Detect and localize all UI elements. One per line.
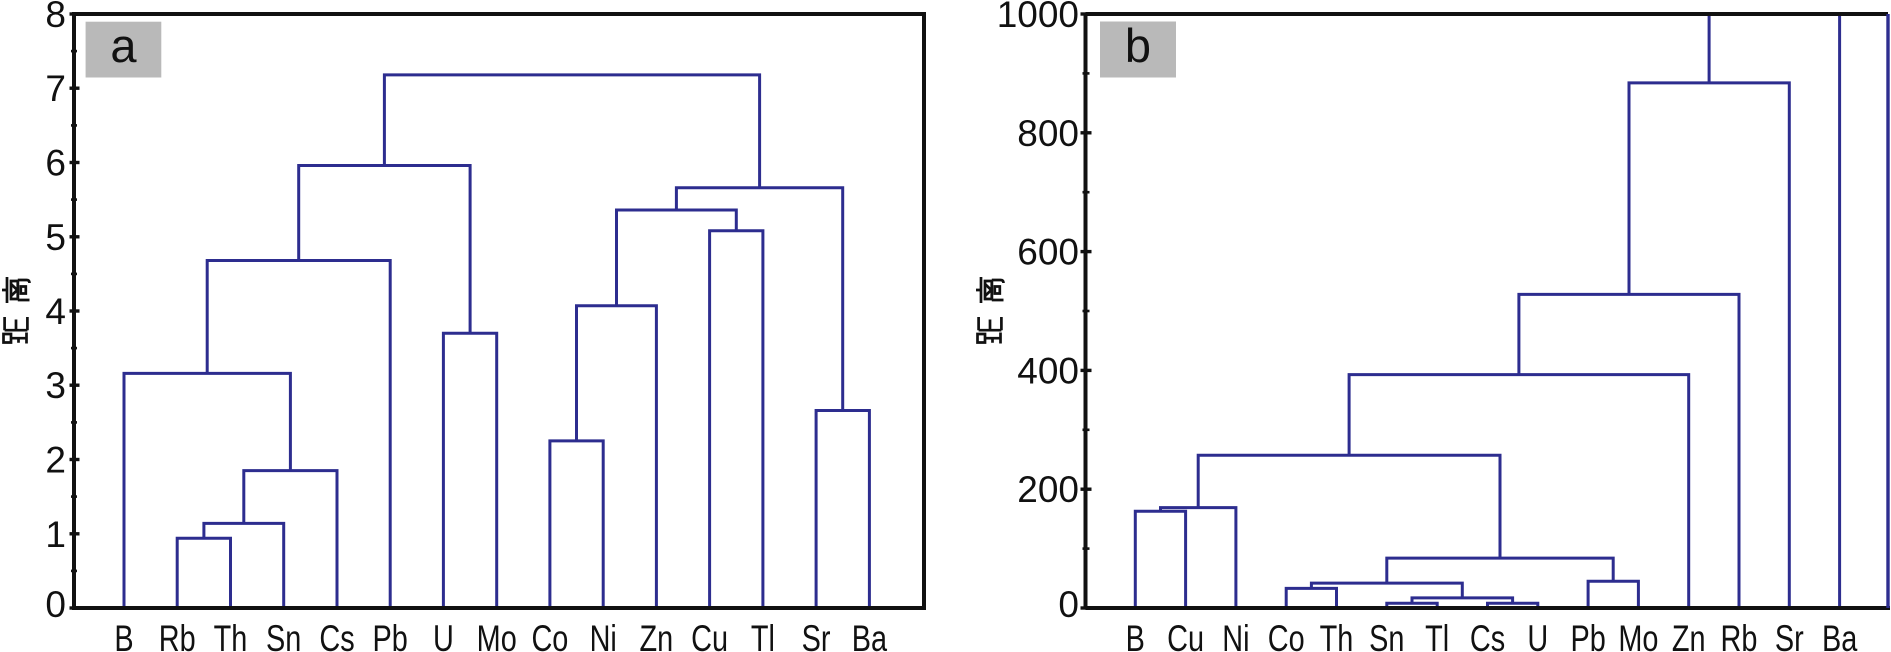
svg-text:Mo: Mo (477, 619, 517, 652)
svg-text:4: 4 (45, 291, 66, 332)
svg-text:Cu: Cu (1167, 619, 1204, 652)
svg-text:7: 7 (45, 68, 66, 109)
svg-text:Ba: Ba (1822, 619, 1858, 652)
svg-text:3: 3 (45, 365, 66, 406)
svg-text:Cs: Cs (1470, 619, 1505, 652)
svg-text:Rb: Rb (159, 619, 196, 652)
svg-text:Cu: Cu (691, 619, 728, 652)
svg-text:B: B (1126, 619, 1145, 652)
svg-text:Sn: Sn (1369, 619, 1404, 652)
svg-text:Pb: Pb (373, 619, 408, 652)
svg-text:2: 2 (45, 440, 66, 481)
svg-text:Ba: Ba (852, 619, 888, 652)
svg-text:8: 8 (45, 0, 66, 35)
svg-text:U: U (1527, 619, 1548, 652)
svg-text:0: 0 (45, 584, 66, 625)
svg-text:Co: Co (1268, 619, 1305, 652)
svg-text:800: 800 (1017, 113, 1079, 154)
svg-text:Ni: Ni (590, 619, 617, 652)
svg-text:Sr: Sr (1775, 619, 1804, 652)
svg-text:6: 6 (45, 143, 66, 184)
svg-text:B: B (114, 619, 133, 652)
svg-text:Cs: Cs (319, 619, 354, 652)
svg-text:600: 600 (1017, 232, 1079, 273)
svg-text:Th: Th (214, 619, 248, 652)
svg-text:Rb: Rb (1721, 619, 1758, 652)
svg-text:Pb: Pb (1570, 619, 1605, 652)
svg-text:Ni: Ni (1222, 619, 1249, 652)
svg-text:b: b (1125, 19, 1151, 72)
svg-text:400: 400 (1017, 350, 1079, 391)
svg-text:Mo: Mo (1618, 619, 1658, 652)
svg-text:5: 5 (45, 217, 66, 258)
svg-text:Co: Co (531, 619, 568, 652)
svg-text:0: 0 (1058, 584, 1079, 625)
svg-text:a: a (110, 19, 137, 72)
svg-text:1000: 1000 (997, 0, 1079, 35)
svg-text:Tl: Tl (751, 619, 775, 652)
svg-text:Th: Th (1320, 619, 1354, 652)
svg-text:Tl: Tl (1425, 619, 1449, 652)
svg-text:Sn: Sn (266, 619, 301, 652)
svg-text:Zn: Zn (640, 619, 674, 652)
svg-text:U: U (433, 619, 454, 652)
svg-text:200: 200 (1017, 469, 1079, 510)
svg-text:1: 1 (45, 514, 66, 555)
svg-text:Zn: Zn (1672, 619, 1706, 652)
svg-text:Sr: Sr (802, 619, 831, 652)
